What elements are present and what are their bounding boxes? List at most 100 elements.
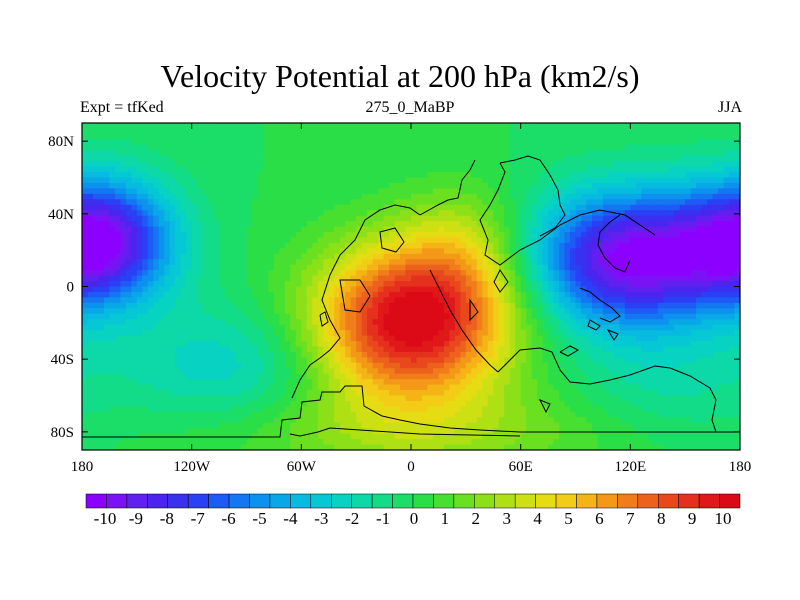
field-cell [339, 286, 346, 293]
field-cell [718, 302, 725, 309]
field-cell [191, 302, 198, 309]
field-cell [394, 242, 401, 249]
field-cell [707, 199, 714, 206]
field-cell [312, 341, 319, 348]
field-cell [515, 242, 522, 249]
field-cell [443, 221, 450, 228]
field-cell [284, 237, 291, 244]
field-cell [712, 204, 719, 211]
field-cell [504, 253, 511, 260]
field-cell [400, 324, 407, 331]
field-cell [652, 253, 659, 260]
field-cell [668, 193, 675, 200]
field-cell [674, 313, 681, 320]
field-cell [537, 150, 544, 157]
field-cell [701, 172, 708, 179]
field-cell [257, 182, 264, 189]
field-cell [350, 259, 357, 266]
field-cell [230, 264, 237, 271]
field-cell [131, 330, 138, 337]
field-cell [619, 133, 626, 140]
field-cell [476, 232, 483, 239]
field-cell [186, 188, 193, 195]
field-cell [460, 281, 467, 288]
field-cell [723, 144, 730, 151]
field-cell [98, 166, 105, 173]
field-cell [641, 161, 648, 168]
field-cell [652, 144, 659, 151]
field-cell [427, 150, 434, 157]
field-cell [586, 155, 593, 162]
field-cell [142, 226, 149, 233]
field-cell [602, 128, 609, 135]
field-cell [712, 221, 719, 228]
field-cell [454, 204, 461, 211]
field-cell [482, 144, 489, 151]
field-cell [729, 313, 736, 320]
field-cell [509, 226, 516, 233]
field-cell [487, 210, 494, 217]
field-cell [701, 302, 708, 309]
field-cell [191, 291, 198, 298]
field-cell [685, 144, 692, 151]
field-cell [471, 232, 478, 239]
field-cell [131, 286, 138, 293]
field-cell [142, 341, 149, 348]
field-cell [729, 215, 736, 222]
field-cell [103, 335, 111, 342]
field-cell [657, 123, 664, 130]
field-cell [153, 302, 160, 309]
field-cell [251, 330, 259, 337]
field-cell [531, 291, 538, 298]
field-cell [712, 215, 719, 222]
field-cell [82, 155, 89, 162]
field-cell [383, 226, 390, 233]
field-cell [602, 199, 609, 206]
field-cell [262, 253, 270, 260]
field-cell [153, 155, 160, 162]
field-cell [186, 155, 193, 162]
field-cell [454, 248, 461, 255]
field-cell [241, 199, 248, 206]
field-cell [114, 133, 121, 140]
field-cell [400, 264, 407, 271]
field-cell [657, 275, 664, 282]
field-cell [219, 264, 226, 271]
field-cell [405, 313, 412, 320]
field-cell [323, 215, 330, 222]
field-cell [465, 308, 472, 315]
field-cell [531, 215, 538, 222]
field-cell [147, 330, 154, 337]
field-cell [169, 177, 176, 184]
field-cell [241, 139, 248, 146]
field-cell [142, 144, 149, 151]
field-cell [537, 221, 544, 228]
field-cell [564, 150, 571, 157]
field-cell [186, 123, 193, 130]
field-cell [476, 128, 483, 135]
field-cell [323, 150, 330, 157]
field-cell [668, 215, 675, 222]
field-cell [147, 133, 154, 140]
field-cell [241, 270, 248, 277]
field-cell [416, 215, 423, 222]
field-cell [515, 182, 522, 189]
field-cell [619, 253, 626, 260]
field-cell [416, 346, 423, 353]
field-cell [197, 297, 204, 304]
field-cell [449, 275, 456, 282]
field-cell [476, 133, 483, 140]
field-cell [142, 248, 149, 255]
field-cell [328, 172, 335, 179]
field-cell [515, 204, 522, 211]
field-cell [465, 291, 472, 298]
field-cell [284, 226, 291, 233]
field-cell [169, 155, 176, 162]
field-cell [109, 330, 116, 337]
field-cell [367, 270, 374, 277]
field-cell [674, 204, 681, 211]
field-cell [641, 193, 648, 200]
field-cell [427, 330, 434, 337]
field-cell [262, 155, 270, 162]
field-cell [208, 199, 215, 206]
